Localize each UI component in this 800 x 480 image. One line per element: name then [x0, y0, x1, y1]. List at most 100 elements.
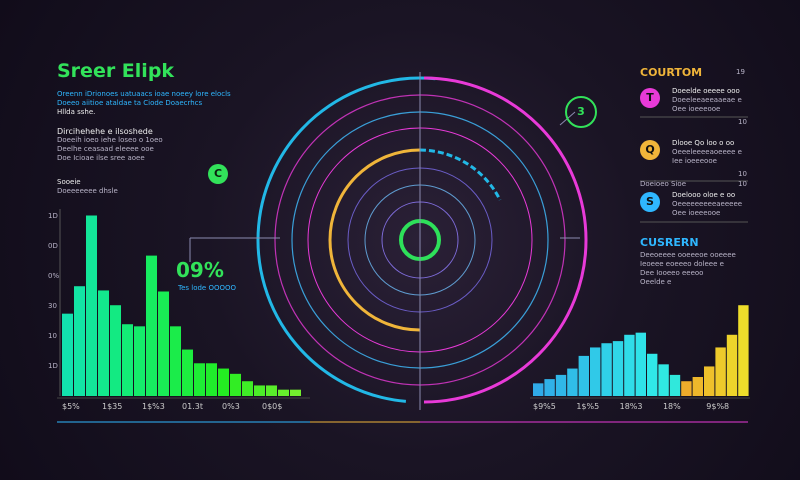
legend-tag: 10 [738, 170, 747, 178]
legend-line: Doeeleeaeeaaeae e [672, 96, 742, 104]
bar [647, 353, 658, 396]
chart-label: Sooeie Doeeeeeee dhsle [57, 178, 118, 196]
section-line: Deelhe ceasaad eleeee ooe [57, 145, 154, 153]
bar [86, 215, 97, 396]
intro-line: Doeeo aiitioe ataldae ta Ciode Doaecrhcs [57, 99, 203, 107]
x-label: 1$35 [102, 402, 123, 411]
bar [578, 355, 589, 396]
badge: C [208, 164, 228, 184]
y-tick-label: 1D [48, 212, 58, 220]
bar [182, 349, 193, 396]
x-label: 0%3 [222, 402, 240, 411]
bar [544, 379, 555, 396]
bar [242, 381, 253, 396]
stat-caption: Tes lode OOOOO [178, 284, 237, 292]
y-tick-label: 0% [48, 272, 60, 280]
y-tick-label: 1D [48, 362, 58, 370]
bar [98, 290, 109, 396]
bar [738, 305, 749, 396]
legend-count: 19 [736, 68, 745, 76]
current-title: CUSRERN [640, 236, 699, 249]
legend-line: Oeeeeeeeeeaeeeee [672, 200, 743, 208]
legend-icon: Q [640, 140, 660, 160]
legend-line: Oeeeleeeeaoeeee e [672, 148, 742, 156]
bar [533, 383, 544, 396]
x-label: 01.3t [182, 402, 203, 411]
bar [110, 305, 121, 396]
current-line: Ieoeee eoeeeo doleee e [640, 260, 724, 268]
legend-line: Oee ioeeeooe [672, 209, 721, 217]
title: Sreer Elipk [57, 60, 175, 82]
bar [669, 374, 681, 396]
bars [62, 215, 749, 396]
section-heading: Dircihehehe e ilsoshede [57, 127, 153, 136]
bar [122, 324, 133, 396]
current-line: Dee Iooeeo eeeoo [640, 269, 704, 277]
divider-label: Doeioeo Sioe [640, 180, 686, 188]
legend-icon: S [640, 192, 660, 212]
bar [290, 389, 301, 396]
x-label: 1$%5 [576, 402, 600, 411]
bar [590, 347, 601, 396]
bar [567, 368, 578, 396]
current-line: Oeelde e [640, 278, 672, 286]
bar [612, 341, 624, 396]
bar [681, 381, 692, 396]
legend-tag: 10 [738, 118, 747, 126]
bar [158, 291, 169, 396]
legend-icon: T [640, 88, 660, 108]
intro-line: Hllda sshe. [57, 108, 96, 116]
bar [170, 326, 181, 396]
y-tick-label: 0D [48, 242, 58, 250]
x-label: $9%5 [533, 402, 556, 411]
x-label: 0$0$ [262, 402, 283, 411]
x-label: $5% [62, 402, 80, 411]
intro-text: Oreenn iDrionoes uatuaacs ioae noeey lor… [57, 90, 231, 117]
current-line: Deeoeeee ooeeeoe ooeeee [640, 251, 736, 259]
stat-value: 09% [176, 258, 224, 282]
bar [218, 368, 229, 396]
section-line: Doeeih ioeo iehe loseo o 1oeo [57, 136, 163, 144]
bar [62, 313, 73, 396]
bar [704, 366, 715, 396]
section-line: Doe Icioae ilse sree aoee [57, 154, 145, 162]
chart-sublabel: Doeeeeeee dhsle [57, 187, 118, 195]
bar [715, 347, 726, 396]
x-label: 9$%8 [706, 402, 730, 411]
bar [266, 385, 277, 396]
bar [601, 343, 612, 396]
bar [692, 377, 703, 396]
bar [74, 286, 85, 396]
bar [146, 255, 157, 396]
bar [278, 389, 289, 396]
section: Dircihehehe e ilsoshede Doeeih ioeo iehe… [57, 127, 163, 163]
chart-label-text: Sooeie [57, 178, 81, 186]
separators [57, 116, 750, 423]
bar [726, 334, 738, 396]
bar [254, 385, 265, 396]
x-label: 1$%3 [142, 402, 165, 411]
y-tick-label: 10 [48, 332, 57, 340]
legend-line: Oee ioeeeooe [672, 105, 721, 113]
bar [194, 363, 205, 396]
intro-line: Oreenn iDrionoes uatuaacs ioae noeey lor… [57, 90, 231, 98]
x-label: 18% [662, 402, 681, 411]
bar [134, 326, 145, 396]
bar [624, 334, 635, 396]
y-tick-label: 30 [48, 302, 57, 310]
x-label: 18%3 [619, 402, 643, 411]
divider-tag: 10 [738, 180, 747, 188]
legend-line: Iee ioeeeooe [672, 157, 717, 165]
radar [189, 72, 588, 410]
legend-title: COURTOM [640, 66, 703, 79]
bar [658, 364, 669, 396]
bar [230, 373, 241, 396]
bar [555, 374, 567, 396]
legend-line: Doeelde oeeee ooo [672, 87, 740, 95]
legend-line: Doelooo oloe e oo [672, 191, 736, 199]
bar [206, 363, 217, 396]
badge: 3 [565, 96, 597, 128]
current-text: Deeoeeee ooeeeoe ooeeee Ieoeee eoeeeo do… [640, 251, 736, 287]
